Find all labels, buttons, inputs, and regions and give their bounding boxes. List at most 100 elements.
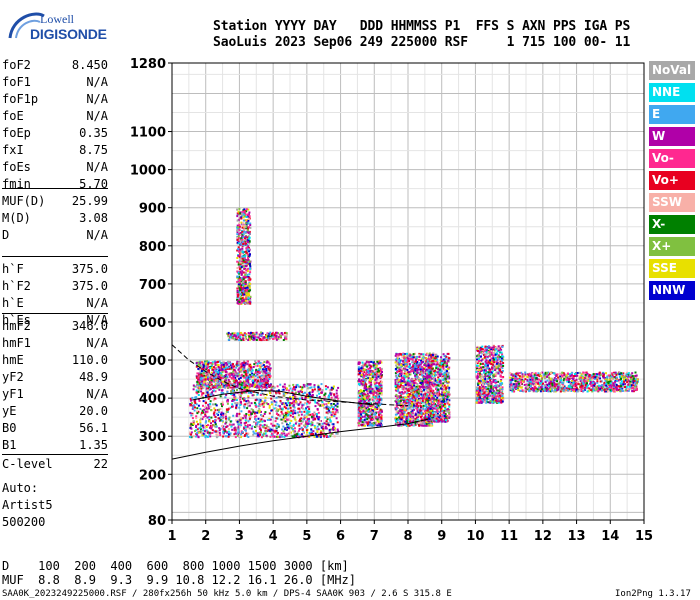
echo-point bbox=[263, 371, 266, 374]
echo-point bbox=[214, 390, 217, 393]
param-name: hmE bbox=[2, 353, 24, 367]
echo-point bbox=[378, 419, 381, 421]
echo-point bbox=[380, 387, 383, 390]
echo-point bbox=[214, 403, 217, 406]
echo-point bbox=[379, 403, 382, 406]
echo-point bbox=[287, 414, 289, 417]
echo-point bbox=[211, 391, 213, 394]
echo-point bbox=[408, 384, 411, 387]
echo-point bbox=[210, 371, 213, 374]
echo-point bbox=[216, 380, 218, 383]
echo-point bbox=[377, 375, 380, 378]
echo-point bbox=[302, 418, 305, 421]
echo-point bbox=[248, 369, 251, 372]
echo-point bbox=[317, 388, 320, 391]
echo-point bbox=[249, 338, 252, 341]
echo-point bbox=[361, 394, 364, 397]
echo-point bbox=[229, 375, 231, 378]
echo-point bbox=[365, 364, 368, 367]
echo-point bbox=[253, 401, 256, 404]
echo-point bbox=[277, 389, 280, 392]
echo-point bbox=[369, 392, 372, 395]
echo-point bbox=[250, 402, 253, 405]
echo-point bbox=[246, 407, 249, 410]
echo-point bbox=[261, 380, 264, 383]
echo-point bbox=[255, 368, 258, 371]
echo-point bbox=[288, 419, 291, 421]
echo-point bbox=[272, 335, 275, 338]
echo-point bbox=[273, 407, 276, 410]
echo-point bbox=[414, 393, 417, 396]
echo-point bbox=[429, 374, 432, 377]
echo-point bbox=[262, 380, 265, 383]
param-name: fxI bbox=[2, 143, 24, 157]
echo-point bbox=[336, 421, 339, 424]
echo-point bbox=[276, 385, 279, 388]
echo-point bbox=[213, 371, 215, 374]
echo-point bbox=[369, 424, 372, 427]
echo-point bbox=[243, 360, 246, 363]
echo-point bbox=[258, 381, 261, 384]
echo-point bbox=[412, 364, 415, 367]
echo-point bbox=[379, 380, 382, 383]
echo-point bbox=[262, 419, 265, 422]
echo-point bbox=[412, 404, 415, 407]
echo-point bbox=[281, 435, 284, 438]
echo-point bbox=[225, 361, 228, 364]
echo-point bbox=[420, 359, 422, 362]
echo-point bbox=[265, 334, 267, 336]
echo-point bbox=[240, 331, 243, 334]
echo-point bbox=[218, 429, 221, 432]
echo-point bbox=[425, 376, 428, 378]
echo-point bbox=[300, 413, 303, 416]
echo-point bbox=[415, 407, 417, 410]
echo-point bbox=[316, 401, 319, 404]
echo-point bbox=[249, 411, 252, 414]
echo-point bbox=[247, 414, 250, 416]
echo-point bbox=[201, 424, 204, 427]
echo-point bbox=[376, 399, 379, 402]
echo-point bbox=[377, 386, 380, 389]
echo-point bbox=[372, 418, 374, 421]
echo-point bbox=[371, 390, 374, 393]
echo-point bbox=[431, 363, 434, 366]
echo-point bbox=[332, 385, 335, 388]
echo-point bbox=[442, 358, 445, 361]
echo-point bbox=[417, 390, 420, 393]
echo-point bbox=[401, 413, 404, 416]
echo-point bbox=[442, 382, 445, 385]
echo-point bbox=[213, 397, 216, 400]
echo-point bbox=[198, 427, 201, 430]
echo-point bbox=[316, 394, 318, 397]
echo-point bbox=[207, 363, 209, 366]
echo-point bbox=[202, 364, 205, 367]
echo-point bbox=[197, 361, 200, 364]
echo-point bbox=[411, 358, 414, 361]
echo-point bbox=[429, 379, 432, 382]
param-name: yF1 bbox=[2, 387, 24, 401]
echo-point bbox=[237, 372, 240, 375]
echo-point bbox=[444, 357, 447, 360]
param-md: M(D) 3.08 bbox=[2, 211, 108, 230]
echo-point bbox=[368, 361, 370, 364]
echo-point bbox=[275, 430, 278, 433]
echo-point bbox=[293, 427, 296, 430]
echo-point bbox=[244, 385, 247, 388]
echo-point bbox=[196, 392, 199, 395]
echo-point bbox=[205, 420, 208, 423]
echo-point bbox=[292, 388, 294, 391]
echo-point bbox=[206, 435, 209, 438]
echo-point bbox=[255, 385, 258, 388]
echo-point bbox=[397, 395, 400, 398]
echo-point bbox=[374, 396, 376, 399]
echo-point bbox=[220, 372, 223, 375]
echo-point bbox=[372, 365, 375, 368]
param-value: 375.0 bbox=[71, 262, 108, 276]
echo-point bbox=[406, 369, 409, 371]
echo-point bbox=[232, 387, 235, 390]
echo-point bbox=[359, 408, 362, 411]
echo-point bbox=[231, 403, 234, 406]
echo-point bbox=[190, 431, 193, 434]
echo-point bbox=[403, 400, 406, 403]
echo-point bbox=[243, 361, 246, 364]
